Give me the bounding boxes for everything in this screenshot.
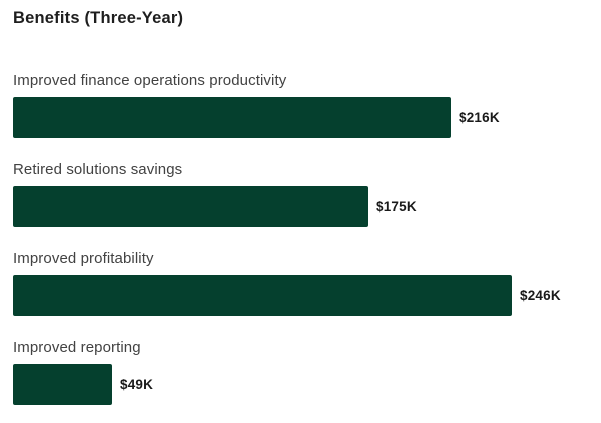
bar-row: Improved finance operations productivity… bbox=[13, 71, 601, 138]
bar bbox=[13, 364, 112, 405]
bar-row: Improved profitability $246K bbox=[13, 249, 601, 316]
chart-title: Benefits (Three-Year) bbox=[13, 9, 184, 27]
bar-track: $246K bbox=[13, 275, 601, 316]
bar-value-label: $49K bbox=[120, 377, 154, 392]
bar-category-label: Retired solutions savings bbox=[13, 161, 183, 178]
bar-value-label: $216K bbox=[459, 110, 500, 125]
bar bbox=[13, 186, 368, 227]
bar-category-label: Improved profitability bbox=[13, 250, 154, 267]
bar bbox=[13, 275, 512, 316]
bar-value-label: $246K bbox=[520, 288, 561, 303]
bar-row: Improved reporting $49K bbox=[13, 338, 601, 405]
bar-rows: Improved finance operations productivity… bbox=[13, 71, 601, 405]
bar bbox=[13, 97, 451, 138]
bar-track: $175K bbox=[13, 186, 601, 227]
bar-category-label: Improved finance operations productivity bbox=[13, 72, 287, 89]
bar-track: $216K bbox=[13, 97, 601, 138]
bar-track: $49K bbox=[13, 364, 601, 405]
bar-row: Retired solutions savings $175K bbox=[13, 160, 601, 227]
bar-value-label: $175K bbox=[376, 199, 417, 214]
bar-category-label: Improved reporting bbox=[13, 339, 141, 356]
